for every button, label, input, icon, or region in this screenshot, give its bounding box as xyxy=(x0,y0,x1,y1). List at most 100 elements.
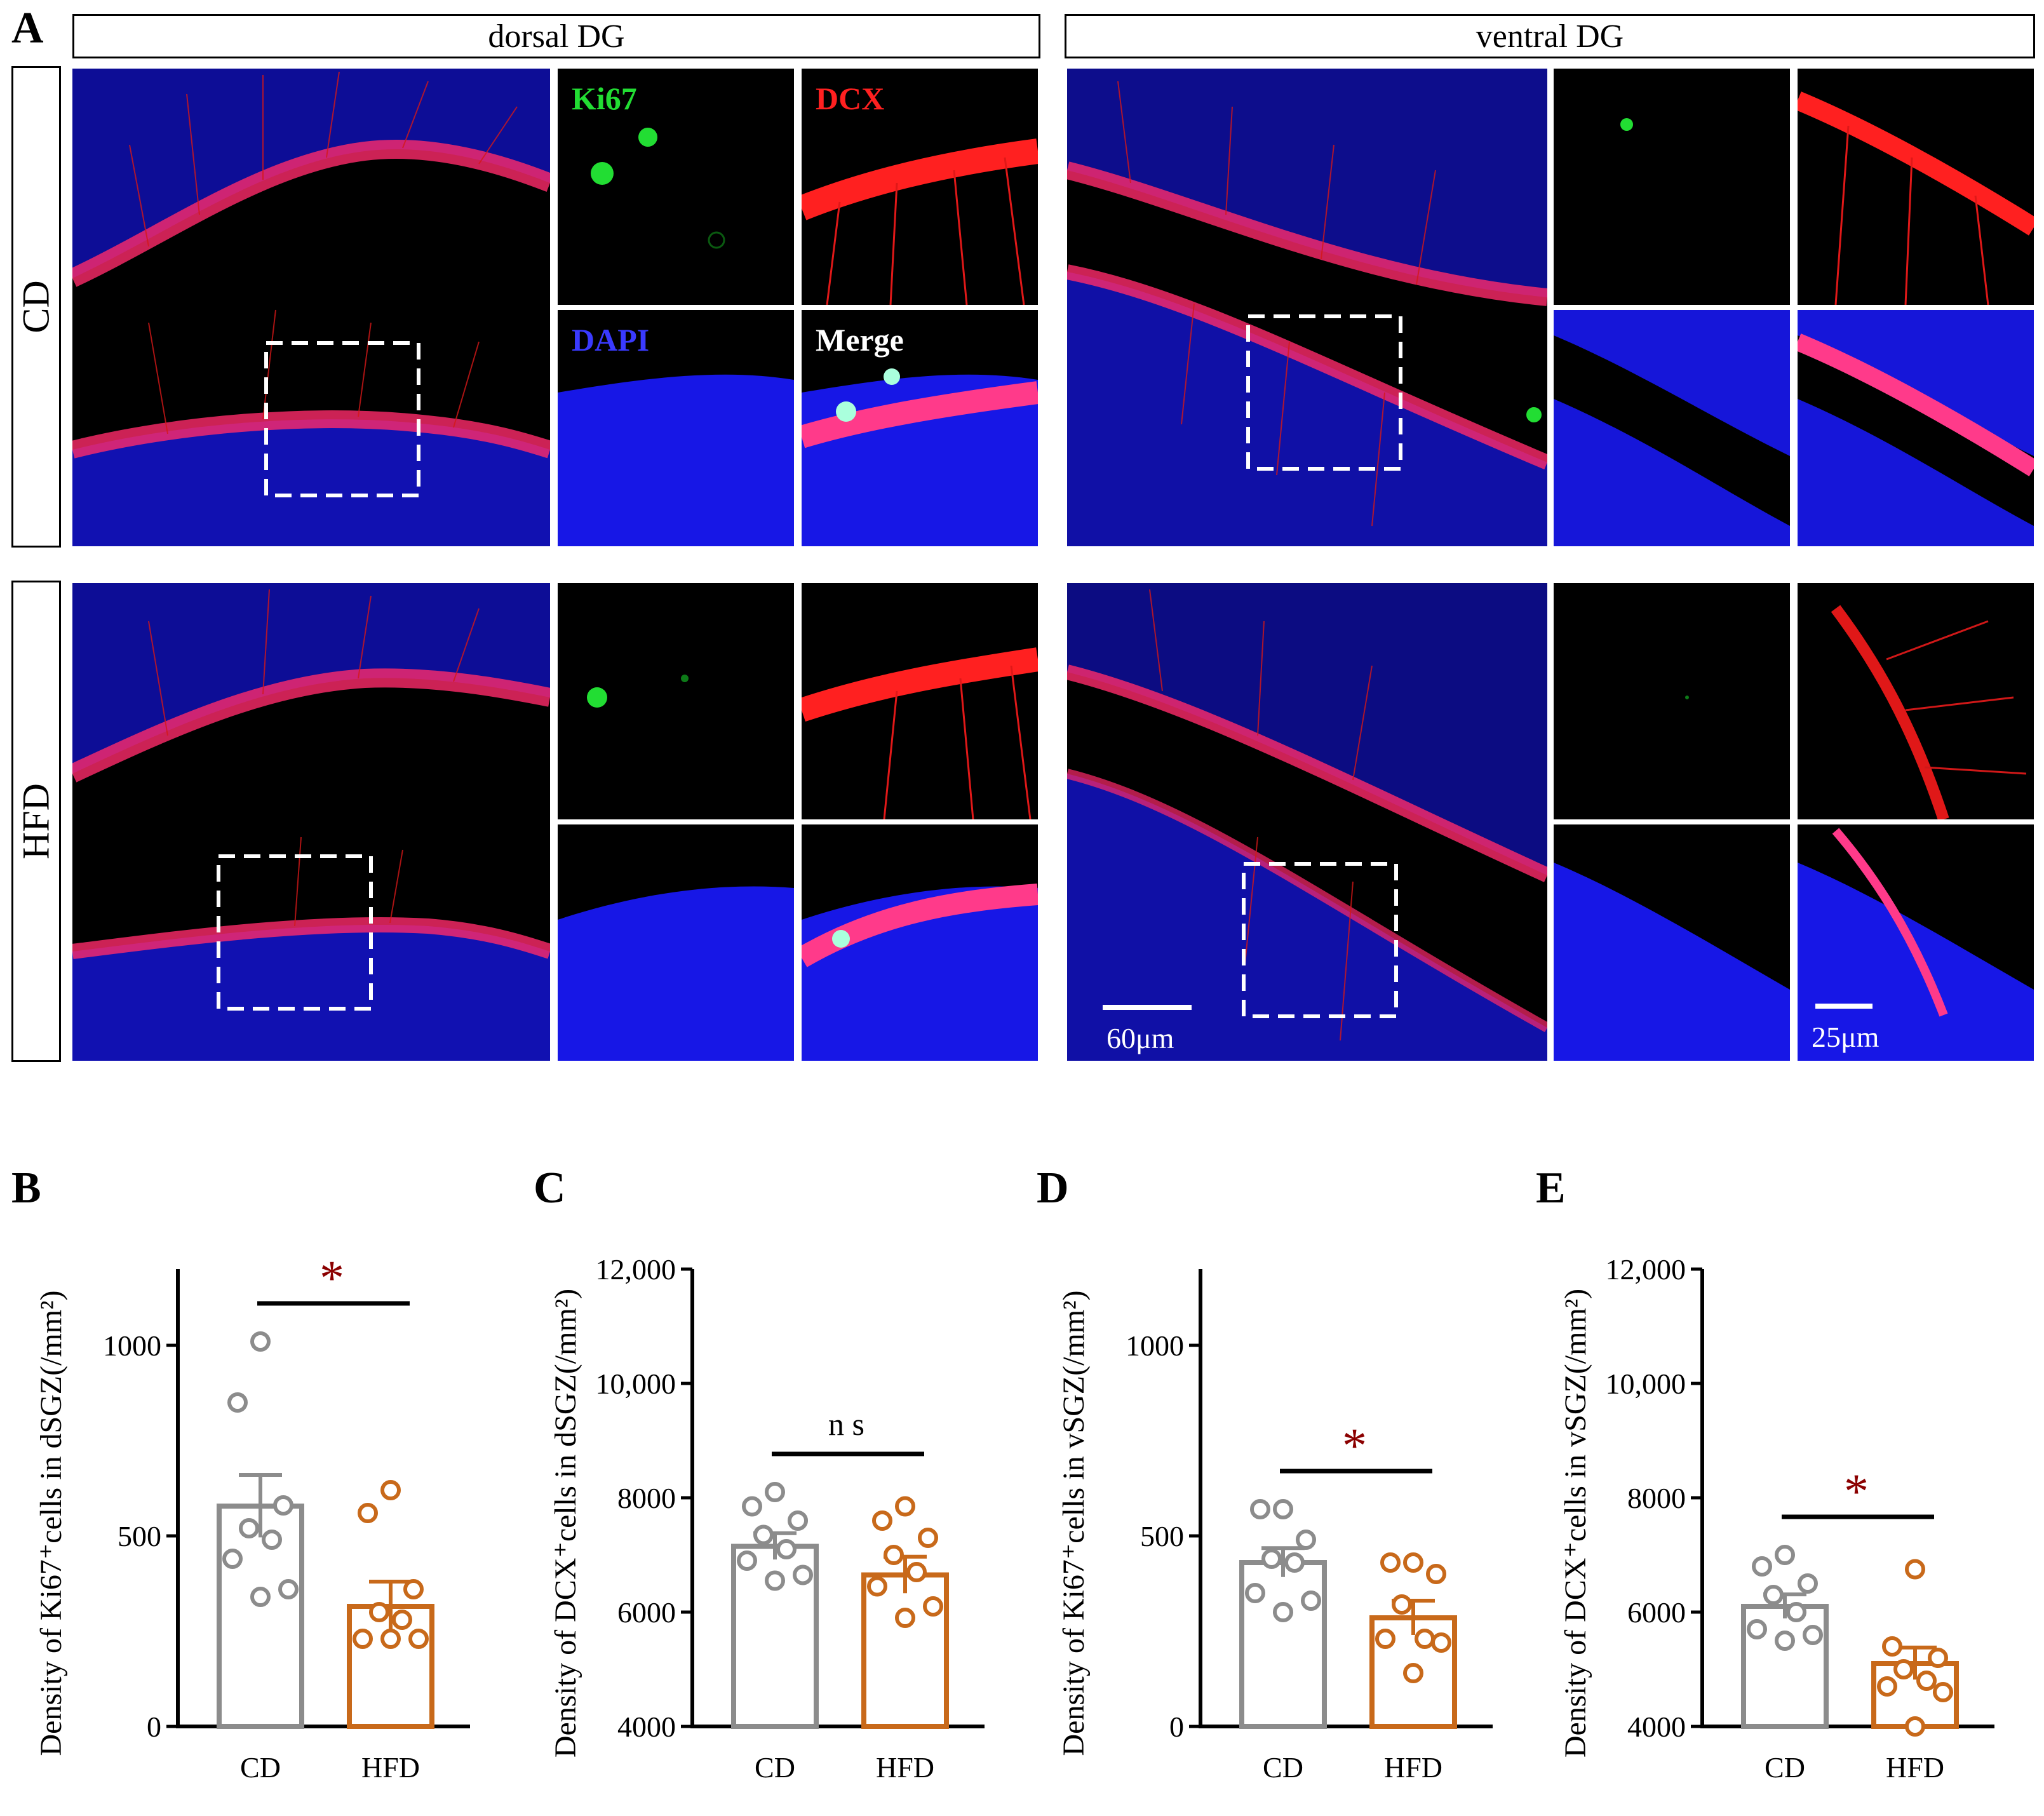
y-tick-label: 10,000 xyxy=(596,1368,676,1400)
data-point xyxy=(1273,1499,1293,1519)
region-header-dorsal: dorsal DG xyxy=(72,14,1040,58)
micrograph-hfd-dorsal-dcx xyxy=(802,583,1038,819)
y-tick-label: 8000 xyxy=(1627,1482,1686,1514)
data-point xyxy=(1893,1659,1914,1679)
data-point xyxy=(1775,1631,1795,1651)
bar-cd xyxy=(217,1503,304,1729)
significance-label: n s xyxy=(828,1406,864,1442)
micrograph-cd-dorsal-merge: Merge xyxy=(802,310,1038,546)
data-point xyxy=(742,1496,762,1517)
y-tick-label: 4000 xyxy=(1627,1711,1686,1743)
data-point xyxy=(1250,1499,1270,1519)
data-point xyxy=(788,1510,808,1531)
data-point xyxy=(250,1587,271,1607)
y-axis-label: Density of Ki67⁺cells in vSGZ(/mm²) xyxy=(1057,1291,1091,1756)
y-tick-label: 4000 xyxy=(617,1711,676,1743)
row-label-cd-text: CD xyxy=(15,280,57,333)
y-tick-label: 500 xyxy=(118,1520,161,1552)
data-point xyxy=(1882,1636,1902,1657)
data-point xyxy=(1296,1530,1316,1550)
data-point xyxy=(353,1629,373,1649)
x-tick-label-cd: CD xyxy=(755,1751,795,1784)
scale-bar-25um xyxy=(1815,1004,1873,1009)
data-point xyxy=(380,1629,401,1649)
channel-label-merge: Merge xyxy=(816,322,904,358)
micrograph-hfd-ventral-merge: 25μm xyxy=(1798,824,2034,1061)
data-point xyxy=(906,1562,927,1582)
y-tick-label: 12,000 xyxy=(596,1253,676,1286)
panel-letter-d: D xyxy=(1037,1164,1069,1213)
micrograph-hfd-ventral-overview: 60μm xyxy=(1067,583,1547,1061)
y-tick-label: 10,000 xyxy=(1606,1368,1686,1400)
data-point xyxy=(1415,1629,1435,1649)
x-tick-label-cd: CD xyxy=(1765,1751,1805,1784)
data-point xyxy=(239,1518,259,1538)
data-point xyxy=(1403,1663,1423,1683)
y-axis-label: Density of Ki67⁺cells in dSGZ(/mm²) xyxy=(34,1291,68,1756)
data-point xyxy=(923,1596,943,1617)
micrograph-cd-ventral-dcx xyxy=(1798,69,2034,305)
data-point xyxy=(872,1510,892,1531)
data-point xyxy=(1905,1716,1925,1737)
data-point xyxy=(895,1496,915,1517)
y-axis-label: Density of DCX⁺cells in dSGZ(/mm²) xyxy=(549,1289,582,1758)
channel-label-ki67: Ki67 xyxy=(572,81,637,116)
significance-label: * xyxy=(319,1250,344,1305)
data-point xyxy=(1933,1682,1953,1702)
data-point xyxy=(227,1392,248,1413)
data-point xyxy=(918,1528,938,1548)
data-point xyxy=(1392,1594,1412,1615)
chart-c-svg: Density of DCX⁺cells in dSGZ(/mm²) 4000 60… xyxy=(549,1253,985,1784)
chart-b-svg: Density of Ki67⁺cells in dSGZ(/mm²) 0 500 1… xyxy=(34,1250,470,1784)
chart-b: Density of Ki67⁺cells in dSGZ(/mm²) 0 500 1… xyxy=(0,1169,508,1813)
data-point xyxy=(1877,1676,1897,1697)
data-point xyxy=(403,1579,424,1599)
region-header-ventral: ventral DG xyxy=(1065,14,2035,58)
micrograph-cd-dorsal-dcx: DCX xyxy=(802,69,1038,305)
data-point xyxy=(776,1539,797,1559)
data-point xyxy=(369,1602,389,1622)
data-point xyxy=(1431,1632,1451,1653)
scale-bar-60um xyxy=(1103,1005,1192,1010)
data-point xyxy=(1261,1549,1282,1569)
micrograph-cd-ventral-overview xyxy=(1067,69,1547,546)
x-tick-label-hfd: HFD xyxy=(1384,1751,1442,1784)
chart-e-svg: Density of DCX⁺cells in vSGZ(/mm²) 4000 60… xyxy=(1559,1253,1994,1784)
data-point xyxy=(737,1550,757,1571)
data-point xyxy=(1375,1629,1395,1649)
y-tick-label: 0 xyxy=(1169,1711,1184,1743)
data-point xyxy=(1426,1564,1446,1584)
data-point xyxy=(895,1608,915,1628)
micrograph-cd-ventral-dapi xyxy=(1554,310,1790,546)
data-point xyxy=(262,1530,282,1550)
data-point xyxy=(1798,1573,1818,1594)
data-point xyxy=(1284,1552,1305,1573)
data-point xyxy=(1916,1671,1937,1691)
chart-d: Density of Ki67⁺cells in vSGZ(/mm²) 0 500 1… xyxy=(1023,1169,1531,1813)
channel-label-dapi: DAPI xyxy=(572,322,650,358)
data-point xyxy=(392,1610,412,1630)
micrograph-cd-ventral-ki67 xyxy=(1554,69,1790,305)
data-point xyxy=(1928,1648,1948,1668)
panel-letter-e: E xyxy=(1536,1164,1566,1213)
micrograph-hfd-ventral-dapi xyxy=(1554,824,1790,1061)
y-tick-label: 8000 xyxy=(617,1482,676,1514)
micrograph-cd-dorsal-ki67: Ki67 xyxy=(558,69,794,305)
scale-label-25um: 25μm xyxy=(1812,1021,1879,1053)
panel-letter-c: C xyxy=(534,1164,566,1213)
y-tick-label: 500 xyxy=(1140,1520,1184,1552)
y-tick-label: 1000 xyxy=(103,1329,161,1362)
data-point xyxy=(1245,1583,1265,1603)
data-point xyxy=(380,1480,401,1500)
chart-d-svg: Density of Ki67⁺cells in vSGZ(/mm²) 0 500 1… xyxy=(1057,1269,1493,1784)
data-point xyxy=(1403,1552,1423,1573)
data-point xyxy=(250,1331,271,1352)
data-point xyxy=(278,1579,299,1599)
row-label-hfd: HFD xyxy=(11,581,61,1062)
micrograph-cd-dorsal-dapi: DAPI xyxy=(558,310,794,546)
data-point xyxy=(1786,1602,1806,1622)
micrograph-hfd-ventral-ki67 xyxy=(1554,583,1790,819)
row-label-hfd-text: HFD xyxy=(15,783,57,860)
y-tick-label: 1000 xyxy=(1126,1329,1184,1362)
micrograph-cd-ventral-merge xyxy=(1798,310,2034,546)
